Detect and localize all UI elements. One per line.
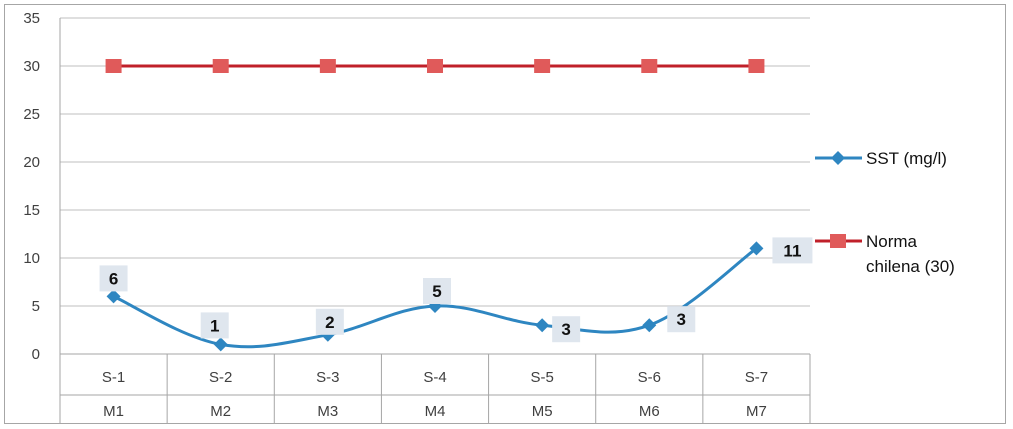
series-marker-norma: [212, 59, 229, 73]
series-marker-sst: [535, 318, 550, 333]
data-label: 6: [109, 269, 118, 288]
category-label-bottom: M7: [746, 403, 767, 420]
series-marker-sst: [213, 337, 228, 352]
series-layer: [105, 59, 765, 352]
y-axis-tick-labels: 0 5 10 15 20 25 30 35: [23, 10, 40, 363]
series-marker-sst: [106, 289, 121, 304]
legend: SST (mg/l) Norma chilena (30): [815, 149, 955, 276]
y-tick-label: 30: [23, 58, 40, 75]
data-label-box: [772, 237, 813, 264]
category-label-top: S-3: [316, 369, 339, 386]
legend-norma-label-line2: chilena (30): [866, 257, 955, 276]
legend-norma-label-line1: Norma: [866, 232, 918, 251]
data-label-box: [667, 306, 696, 333]
gridlines: [59, 17, 810, 424]
y-tick-label: 25: [23, 106, 40, 123]
y-tick-label: 15: [23, 202, 40, 219]
series-marker-sst: [749, 241, 764, 256]
category-label-top: S-4: [423, 369, 446, 386]
series-marker-norma: [427, 59, 443, 73]
category-axis-table: S-1 M1 S-2 M2 S-3 M3 S-4 M4 S-5 M5 S-6 M6 S-7 M7: [59, 353, 811, 424]
data-label: 5: [432, 282, 441, 301]
series-marker-sst: [642, 318, 657, 333]
series-marker-norma: [105, 59, 122, 73]
series-marker-norma: [748, 59, 765, 73]
legend-sst-label: SST (mg/l): [866, 149, 947, 168]
series-marker-norma: [641, 59, 658, 73]
data-label: 3: [677, 310, 686, 329]
y-tick-label: 0: [32, 346, 40, 363]
data-label: 2: [325, 313, 334, 332]
data-label-box: [99, 265, 128, 292]
series-marker-norma: [319, 59, 336, 73]
category-label-top: S-2: [209, 369, 232, 386]
data-labels: 6 1 2 5 3 3 11: [99, 237, 813, 343]
data-label: 3: [561, 320, 570, 339]
data-label: 1: [210, 316, 219, 335]
y-tick-label: 5: [32, 298, 40, 315]
data-label-box: [200, 312, 229, 339]
data-label: 11: [783, 241, 801, 260]
category-label-bottom: M2: [210, 403, 231, 420]
legend-sst-marker: [831, 151, 845, 165]
data-label-box: [315, 308, 344, 335]
y-tick-label: 20: [23, 154, 40, 171]
category-label-bottom: M1: [103, 403, 124, 420]
category-label-top: S-6: [638, 369, 661, 386]
category-label-bottom: M4: [425, 403, 446, 420]
y-tick-label: 10: [23, 250, 40, 267]
y-tick-label: 35: [23, 10, 40, 27]
category-label-top: S-5: [530, 369, 553, 386]
series-marker-norma: [534, 59, 551, 73]
data-label-box: [423, 278, 451, 304]
category-label-top: S-7: [745, 369, 768, 386]
category-label-bottom: M6: [639, 403, 660, 420]
category-label-bottom: M5: [532, 403, 553, 420]
category-label-bottom: M3: [317, 403, 338, 420]
category-label-top: S-1: [102, 369, 125, 386]
data-label-box: [552, 316, 581, 343]
legend-norma-marker: [830, 234, 846, 248]
